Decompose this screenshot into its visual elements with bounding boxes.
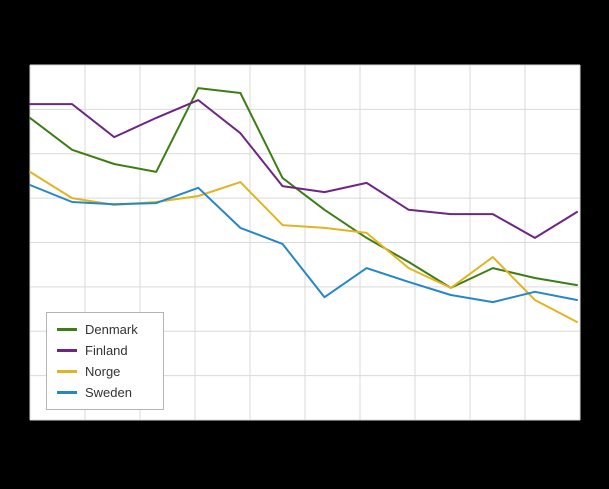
legend-swatch-sweden <box>57 391 77 394</box>
series-line-finland <box>29 99 578 239</box>
legend-label: Denmark <box>85 322 138 337</box>
gridlines <box>29 64 581 421</box>
legend-box: Denmark Finland Norge Sweden <box>46 312 164 410</box>
legend-item-norge: Norge <box>57 361 153 382</box>
legend-label: Norge <box>85 364 121 379</box>
legend-label: Sweden <box>85 385 132 400</box>
legend-item-sweden: Sweden <box>57 382 153 403</box>
legend-swatch-norge <box>57 370 77 373</box>
series-line-denmark <box>29 87 578 289</box>
legend-swatch-finland <box>57 349 77 352</box>
legend-swatch-denmark <box>57 328 77 331</box>
legend-label: Finland <box>85 343 128 358</box>
legend-item-finland: Finland <box>57 340 153 361</box>
legend-item-denmark: Denmark <box>57 319 153 340</box>
series-line-sweden <box>29 184 578 304</box>
